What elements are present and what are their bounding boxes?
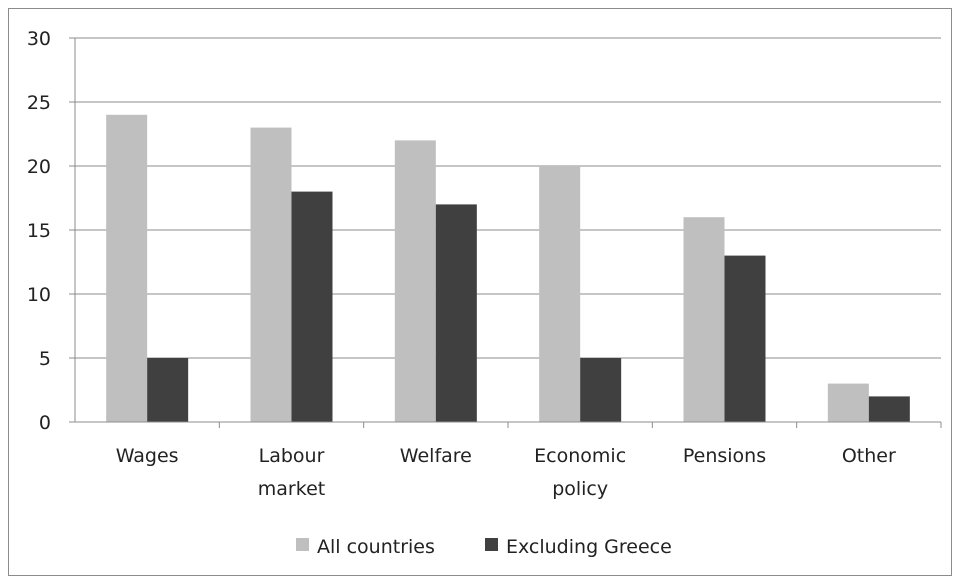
bar-excluding-greece bbox=[580, 358, 622, 422]
x-category-label: Wages bbox=[116, 445, 179, 467]
bar-excluding-greece bbox=[435, 204, 477, 422]
bar-excluding-greece bbox=[291, 191, 333, 422]
x-category-label: Welfare bbox=[400, 445, 472, 467]
chart-frame bbox=[8, 8, 952, 576]
bar-all-countries bbox=[250, 127, 292, 422]
bars bbox=[106, 114, 910, 423]
y-tick-label: 10 bbox=[27, 284, 51, 306]
x-category-label: Pensions bbox=[683, 445, 766, 467]
bar-all-countries bbox=[683, 217, 725, 422]
bar-all-countries bbox=[539, 166, 581, 422]
y-tick-label: 25 bbox=[27, 92, 51, 114]
axes bbox=[69, 37, 942, 428]
x-category-label: market bbox=[258, 478, 325, 500]
legend-swatch bbox=[296, 538, 309, 551]
y-tick-label: 20 bbox=[27, 156, 51, 178]
y-tick-label: 30 bbox=[27, 28, 51, 50]
bar-all-countries bbox=[394, 140, 436, 422]
y-tick-label: 0 bbox=[39, 412, 51, 434]
x-category-labels: Wages Labour market Welfare Economic policy Pe… bbox=[116, 445, 896, 500]
legend: All countries Excluding Greece bbox=[296, 536, 672, 558]
legend-swatch bbox=[485, 538, 498, 551]
y-tick-label: 5 bbox=[39, 348, 51, 370]
x-category-label: Other bbox=[842, 445, 896, 467]
y-tick-label: 15 bbox=[27, 220, 51, 242]
legend-label: All countries bbox=[317, 536, 435, 558]
bar-excluding-greece bbox=[724, 255, 766, 422]
x-category-label: Labour bbox=[259, 445, 325, 467]
x-category-label: Economic bbox=[534, 445, 626, 467]
x-category-label: policy bbox=[552, 478, 608, 500]
bar-excluding-greece bbox=[868, 396, 910, 422]
bar-all-countries bbox=[827, 383, 869, 422]
gridlines bbox=[75, 37, 941, 359]
bar-excluding-greece bbox=[147, 358, 189, 422]
y-tick-labels: 0 5 10 15 20 25 30 bbox=[27, 28, 51, 434]
legend-label: Excluding Greece bbox=[506, 536, 672, 558]
bar-all-countries bbox=[106, 114, 148, 423]
